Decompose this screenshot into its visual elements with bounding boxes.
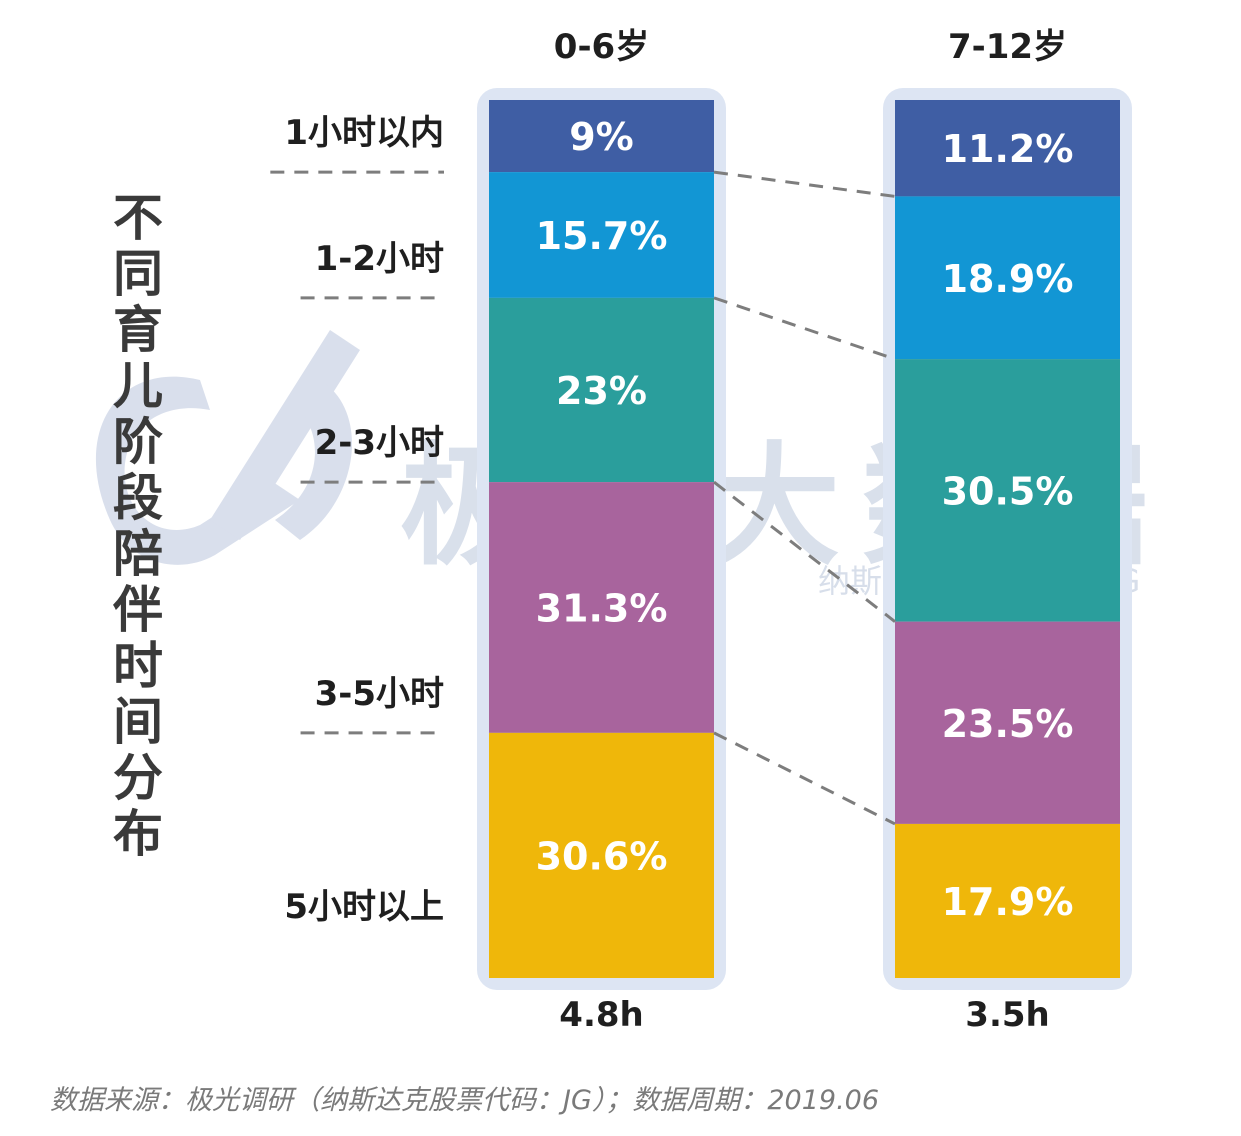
data-label-0-4: 30.6% (536, 834, 668, 878)
category-label-0: 0-6岁 (554, 27, 649, 67)
data-label-1-3: 23.5% (942, 702, 1074, 746)
segment-label-2: 2-3小时 (315, 423, 444, 463)
bar-segment-0-4 (489, 732, 714, 978)
data-label-1-2: 30.5% (942, 469, 1074, 513)
data-label-1-4: 17.9% (942, 880, 1074, 924)
segment-label-3: 3-5小时 (315, 674, 444, 714)
bar-segment-1-2 (895, 359, 1120, 622)
segment-label-1: 1-2小时 (315, 239, 444, 279)
bar-segment-0-2 (489, 297, 714, 483)
data-label-1-0: 11.2% (942, 127, 1074, 171)
bar-segment-1-4 (895, 823, 1120, 978)
data-label-0-2: 23% (556, 369, 647, 413)
segment-label-0: 1小时以内 (284, 113, 444, 153)
chart-side-title: 不同育儿阶段陪伴时间分布 (113, 189, 163, 863)
bar-segment-1-1 (895, 196, 1120, 360)
bar-segment-1-3 (895, 621, 1120, 824)
connector-line-1 (713, 296, 896, 361)
bar-segment-1-0 (895, 100, 1120, 197)
source-note: 数据来源：极光调研（纳斯达克股票代码：JG）；数据周期：2019.06 (50, 1085, 880, 1116)
bar-segment-0-0 (489, 100, 714, 173)
connector-line-3 (713, 731, 896, 826)
watermark-logo-icon (95, 330, 360, 565)
total-label-0: 4.8h (559, 995, 643, 1035)
total-label-1: 3.5h (965, 995, 1049, 1035)
connector-line-0 (713, 170, 896, 198)
data-label-0-3: 31.3% (536, 586, 668, 630)
segment-label-4: 5小时以上 (284, 887, 444, 927)
bar-segment-0-1 (489, 172, 714, 298)
data-label-0-1: 15.7% (536, 214, 668, 258)
bar-segment-0-3 (489, 482, 714, 733)
connector-line-2 (713, 480, 896, 623)
data-label-0-0: 9% (569, 115, 634, 159)
data-label-1-1: 18.9% (942, 257, 1074, 301)
category-label-1: 7-12岁 (948, 27, 1067, 67)
